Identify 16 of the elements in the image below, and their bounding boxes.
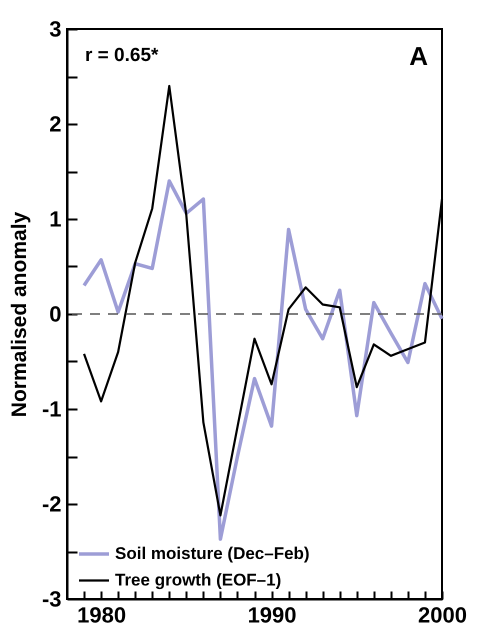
y-tick-label: 1	[49, 206, 62, 232]
y-tick-label: -2	[42, 492, 62, 516]
annotation: A	[409, 41, 428, 71]
x-tick-label: 1980	[77, 602, 126, 628]
legend-label: Tree growth (EOF–1)	[115, 570, 282, 590]
annotation: r = 0.65*	[85, 45, 160, 66]
x-tick-label: 1990	[248, 602, 297, 628]
y-tick-label: 3	[49, 16, 62, 42]
x-tick-label: 2000	[418, 602, 467, 628]
y-tick-label: -3	[42, 586, 62, 612]
legend-label: Soil moisture (Dec–Feb)	[115, 544, 310, 563]
y-tick-label: 2	[49, 112, 62, 136]
line-series	[82, 179, 444, 541]
y-tick-label: -1	[42, 396, 62, 422]
y-tick-label: 0	[49, 302, 62, 326]
y-axis-title: Normalised anomaly	[8, 211, 31, 418]
